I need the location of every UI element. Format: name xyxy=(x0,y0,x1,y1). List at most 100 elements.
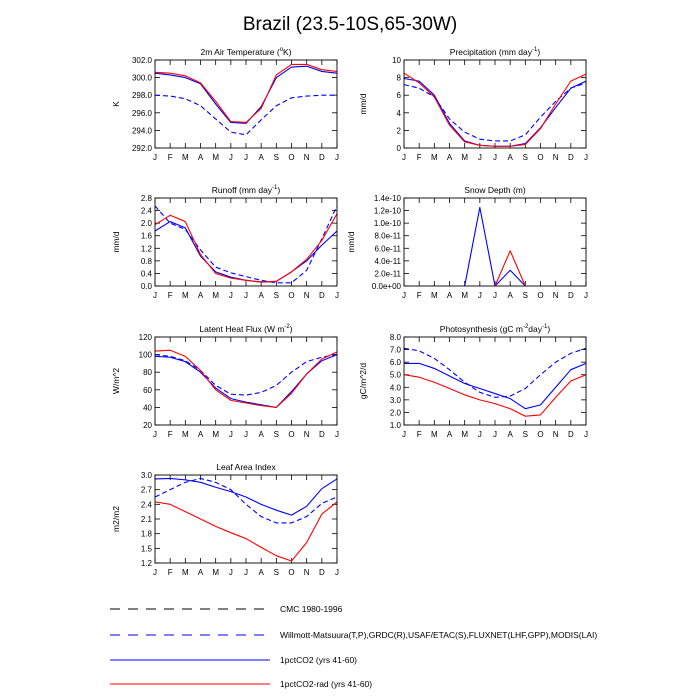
y-axis-label: gC/m^2/d xyxy=(358,363,368,399)
x-tick-label: N xyxy=(304,291,310,300)
x-tick-label: D xyxy=(319,568,325,577)
x-tick-label: A xyxy=(507,430,513,439)
x-tick-label: S xyxy=(274,568,279,577)
y-tick-label: 2.4 xyxy=(141,500,153,509)
x-tick-label: J xyxy=(584,153,588,162)
title-superscript: o xyxy=(280,47,284,53)
x-tick-label: J xyxy=(229,153,233,162)
x-tick-label: J xyxy=(493,430,497,439)
chart-title: Runoff (mm day-1) xyxy=(212,185,281,195)
y-axis-label: W/m^2 xyxy=(111,368,121,394)
x-tick-label: A xyxy=(447,291,453,300)
y-tick-label: 0 xyxy=(397,144,402,153)
plot-frame xyxy=(154,197,338,287)
x-tick-label: J xyxy=(478,291,482,300)
y-tick-label: 2.4 xyxy=(141,207,153,216)
y-tick-label: 7.0 xyxy=(390,346,402,355)
x-tick-label: M xyxy=(212,568,219,577)
x-tick-label: F xyxy=(417,153,422,162)
y-tick-label: 3.0 xyxy=(141,471,153,480)
x-tick-label: O xyxy=(537,153,543,162)
x-tick-label: M xyxy=(182,568,189,577)
x-tick-label: D xyxy=(319,153,325,162)
y-tick-label: 40 xyxy=(143,403,152,412)
x-tick-label: M xyxy=(431,430,438,439)
chart-runoff: Runoff (mm day-1) mm/d 0.0 0.4 0.8 1.2 1.6 2.0 2… xyxy=(111,185,339,300)
y-axis-label: K xyxy=(111,101,121,107)
y-tick-label: 2.7 xyxy=(141,486,153,495)
y-tick-label: 120 xyxy=(139,333,153,342)
y-tick-label: 6.0 xyxy=(390,358,402,367)
x-tick-label: O xyxy=(288,430,294,439)
y-tick-label: 2.0 xyxy=(390,408,402,417)
y-axis-label: mm/d xyxy=(111,231,121,253)
y-tick-label: 8.0 xyxy=(390,333,402,342)
x-tick-label: J xyxy=(229,430,233,439)
series-line-blue xyxy=(464,206,526,287)
series-line-dashed-blue xyxy=(403,82,587,142)
y-tick-label: 6 xyxy=(397,91,402,100)
plot-frame xyxy=(154,59,338,149)
x-tick-label: A xyxy=(198,291,204,300)
x-tick-label: M xyxy=(182,291,189,300)
x-tick-label: D xyxy=(568,291,574,300)
title-superscript: -1 xyxy=(272,185,278,191)
x-tick-label: J xyxy=(229,568,233,577)
x-tick-label: J xyxy=(402,430,406,439)
x-tick-label: N xyxy=(553,430,559,439)
page-title: Brazil (23.5-10S,65-30W) xyxy=(243,14,457,35)
x-tick-label: M xyxy=(212,430,219,439)
chart-leaf-area-index: Leaf Area Index m2/m2 1.2 1.5 1.8 2.1 2.4 2.7 3.… xyxy=(111,462,339,577)
y-axis-label: mm/d xyxy=(346,231,356,253)
y-axis-label: m2/m2 xyxy=(111,506,121,532)
y-tick-label: 296.0 xyxy=(132,109,153,118)
plot-frame xyxy=(403,59,587,149)
series-line-dashed-blue xyxy=(154,94,337,136)
series-line-blue xyxy=(154,221,338,283)
x-tick-label: A xyxy=(447,430,453,439)
x-tick-label: J xyxy=(335,430,339,439)
y-tick-label: 294.0 xyxy=(132,126,153,135)
x-tick-label: A xyxy=(198,153,204,162)
plot-frame xyxy=(403,336,587,426)
x-tick-label: J xyxy=(244,568,248,577)
title-fragment: Latent Heat Flux (W m xyxy=(199,324,284,334)
legend-item: 1pctCO2 (yrs 41-60) xyxy=(110,655,357,665)
legend-item: CMC 1980-1996 xyxy=(110,604,343,614)
x-tick-label: J xyxy=(402,291,406,300)
x-tick-label: N xyxy=(304,153,310,162)
y-tick-label: 302.0 xyxy=(132,56,153,65)
x-tick-label: O xyxy=(537,291,543,300)
x-tick-label: J xyxy=(478,430,482,439)
title-fragment: 2m Air Temperature ( xyxy=(200,47,279,57)
x-tick-label: J xyxy=(153,291,157,300)
x-tick-label: S xyxy=(523,153,528,162)
x-tick-label: F xyxy=(168,291,173,300)
y-tick-label: 20 xyxy=(143,421,152,430)
x-tick-label: A xyxy=(198,430,204,439)
title-fragment: ) xyxy=(547,324,550,334)
x-tick-label: J xyxy=(402,153,406,162)
y-tick-label: 298.0 xyxy=(132,91,153,100)
series-line-red xyxy=(403,72,587,147)
y-tick-label: 300.0 xyxy=(132,74,153,83)
chart-title: Leaf Area Index xyxy=(216,462,276,472)
x-tick-label: F xyxy=(168,568,173,577)
x-tick-label: O xyxy=(288,291,294,300)
x-tick-label: D xyxy=(319,291,325,300)
series-line-dashed-blue xyxy=(154,205,338,284)
title-fragment: Snow Depth (m) xyxy=(464,185,526,195)
chart-photosynthesis: Photosynthesis (gC m-2day-1) gC/m^2/d 1.0 2… xyxy=(358,324,588,439)
legend-label: 1pctCO2 (yrs 41-60) xyxy=(280,655,357,665)
series-line-dashed-blue xyxy=(403,347,587,398)
y-tick-label: 0.8 xyxy=(141,257,153,266)
y-tick-label: 6.0e-11 xyxy=(374,244,401,253)
plot-frame xyxy=(154,336,338,426)
x-tick-label: J xyxy=(244,291,248,300)
x-tick-label: S xyxy=(274,291,279,300)
plot-frame xyxy=(154,474,338,564)
chart-snow-depth: Snow Depth (m) mm/d 0.0e+00 2.0e-11 4.0e-11 6… xyxy=(346,185,588,300)
x-tick-label: J xyxy=(493,153,497,162)
chart-title: Snow Depth (m) xyxy=(464,185,526,195)
